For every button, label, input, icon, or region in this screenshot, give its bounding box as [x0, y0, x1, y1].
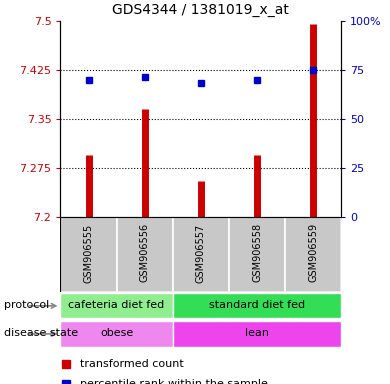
Bar — [229, 217, 285, 292]
Text: protocol: protocol — [4, 300, 49, 310]
Text: lean: lean — [245, 328, 269, 338]
Text: standard diet fed: standard diet fed — [209, 300, 305, 310]
Text: GSM906556: GSM906556 — [140, 223, 150, 283]
Bar — [60, 321, 173, 346]
Bar — [173, 321, 341, 346]
Text: transformed count: transformed count — [80, 359, 184, 369]
Bar — [117, 217, 173, 292]
Text: GSM906557: GSM906557 — [196, 223, 206, 283]
Text: obese: obese — [100, 328, 133, 338]
Bar — [60, 293, 173, 318]
Text: cafeteria diet fed: cafeteria diet fed — [69, 300, 165, 310]
Bar — [60, 217, 117, 292]
Bar — [173, 293, 341, 318]
Text: percentile rank within the sample: percentile rank within the sample — [80, 379, 268, 384]
Text: GSM906558: GSM906558 — [252, 223, 262, 283]
Bar — [173, 217, 229, 292]
Text: disease state: disease state — [4, 328, 78, 338]
Text: GSM906555: GSM906555 — [83, 223, 94, 283]
Text: GSM906559: GSM906559 — [308, 223, 318, 283]
Title: GDS4344 / 1381019_x_at: GDS4344 / 1381019_x_at — [112, 3, 289, 17]
Bar — [285, 217, 341, 292]
